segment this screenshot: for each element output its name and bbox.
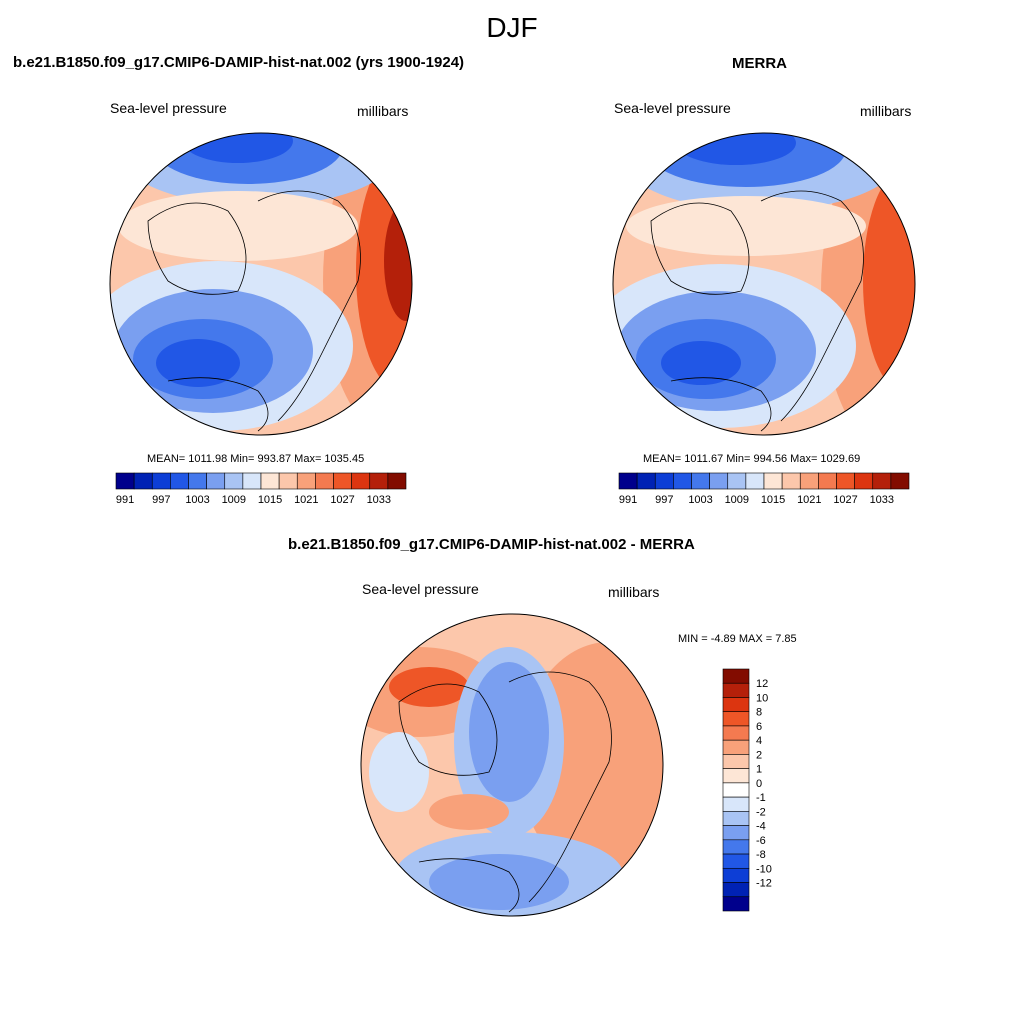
colorbar-swatch	[709, 472, 729, 490]
colorbar-tick-label: 6	[756, 721, 762, 733]
colorbar-swatch	[722, 796, 750, 812]
colorbar-tick-label: 1015	[258, 494, 282, 506]
colorbar-swatch	[722, 853, 750, 869]
colorbar-tick-label: 991	[116, 494, 134, 506]
panel-3-stats: MIN = -4.89 MAX = 7.85	[678, 633, 797, 645]
colorbar-tick-label: 1027	[833, 494, 857, 506]
colorbar-swatch	[278, 472, 298, 490]
colorbar-swatch	[654, 472, 674, 490]
colorbar-swatch	[722, 782, 750, 798]
colorbar-swatch	[115, 472, 135, 490]
panel-2-map	[612, 132, 916, 436]
colorbar-swatch	[333, 472, 352, 490]
colorbar-swatch	[691, 472, 710, 490]
colorbar-swatch	[315, 472, 334, 490]
colorbar-tick-label: 12	[756, 678, 768, 690]
colorbar-swatch	[722, 697, 750, 713]
panel-3-map	[360, 613, 664, 917]
colorbar-tick-label: 1	[756, 764, 762, 776]
colorbar-tick-label: 1033	[870, 494, 894, 506]
panel-2-variable-label: Sea-level pressure	[614, 100, 731, 116]
colorbar-swatch	[206, 472, 226, 490]
panel-1-colorbar: 991 997 1003 1009 1015 1021 1027 1033	[115, 472, 407, 506]
colorbar-tick-label: 1015	[761, 494, 785, 506]
colorbar-swatch	[618, 472, 638, 490]
colorbar-tick-label: -10	[756, 863, 772, 875]
colorbar-tick-label: -1	[756, 792, 766, 804]
colorbar-swatch	[722, 711, 750, 727]
colorbar-swatch	[890, 472, 910, 490]
figure-title: DJF	[486, 12, 538, 43]
colorbar-tick-label: -2	[756, 806, 766, 818]
colorbar-swatch	[722, 839, 750, 855]
colorbar-swatch	[133, 472, 153, 490]
colorbar-swatch	[369, 472, 389, 490]
colorbar-tick-label: 2	[756, 749, 762, 761]
panel-1-map	[109, 132, 413, 436]
colorbar-swatch	[763, 472, 783, 490]
colorbar-tick-label: 1009	[222, 494, 246, 506]
colorbar-swatch	[170, 472, 189, 490]
colorbar-tick-label: 10	[756, 692, 768, 704]
colorbar-swatch	[722, 867, 750, 883]
colorbar-tick-label: -8	[756, 849, 766, 861]
colorbar-tick-label: 1021	[797, 494, 821, 506]
panel-1-variable-label: Sea-level pressure	[110, 100, 227, 116]
colorbar-swatch	[781, 472, 801, 490]
colorbar-swatch	[854, 472, 874, 490]
colorbar-tick-label: 0	[756, 778, 762, 790]
colorbar-swatch	[872, 472, 892, 490]
colorbar-swatch	[722, 754, 750, 769]
colorbar-swatch	[836, 472, 855, 490]
colorbar-tick-label: 4	[756, 735, 762, 747]
colorbar-swatch	[242, 472, 262, 490]
colorbar-swatch	[387, 472, 407, 490]
colorbar-swatch	[151, 472, 171, 490]
panel-1-units-label: millibars	[357, 103, 409, 119]
colorbar-swatch	[351, 472, 371, 490]
colorbar-swatch	[727, 472, 747, 490]
panel-1-title: b.e21.B1850.f09_g17.CMIP6-DAMIP-hist-nat…	[13, 54, 465, 71]
colorbar-tick-label: 1009	[725, 494, 749, 506]
panel-2-title: MERRA	[732, 55, 787, 72]
colorbar-swatch	[722, 725, 750, 741]
colorbar-swatch	[188, 472, 207, 490]
colorbar-swatch	[799, 472, 819, 490]
colorbar-tick-label: 8	[756, 707, 762, 719]
colorbar-swatch	[722, 668, 750, 684]
colorbar-swatch	[224, 472, 244, 490]
colorbar-swatch	[722, 768, 750, 784]
colorbar-swatch	[722, 896, 750, 912]
colorbar-tick-label: -4	[756, 821, 766, 833]
colorbar-swatch	[722, 882, 750, 898]
panel-2-colorbar: 991 997 1003 1009 1015 1021 1027 1033	[618, 472, 910, 506]
colorbar-tick-label: 1021	[294, 494, 318, 506]
colorbar-tick-label: 1003	[688, 494, 712, 506]
colorbar-swatch	[818, 472, 837, 490]
colorbar-tick-label: 997	[152, 494, 170, 506]
colorbar-swatch	[722, 682, 750, 698]
colorbar-swatch	[673, 472, 692, 490]
colorbar-swatch	[722, 739, 750, 755]
panel-3-units-label: millibars	[608, 584, 660, 600]
colorbar-tick-label: 1003	[185, 494, 209, 506]
colorbar-tick-label: 1033	[367, 494, 391, 506]
panel-3-title: b.e21.B1850.f09_g17.CMIP6-DAMIP-hist-nat…	[288, 536, 695, 553]
colorbar-tick-label: 997	[655, 494, 673, 506]
colorbar-tick-label: 1027	[330, 494, 354, 506]
colorbar-swatch	[722, 825, 750, 841]
colorbar-tick-label: 991	[619, 494, 637, 506]
panel-2-units-label: millibars	[860, 103, 912, 119]
colorbar-tick-label: -12	[756, 878, 772, 890]
panel-2-stats: MEAN= 1011.67 Min= 994.56 Max= 1029.69	[643, 453, 861, 465]
colorbar-swatch	[260, 472, 280, 490]
panel-3-variable-label: Sea-level pressure	[362, 581, 479, 597]
colorbar-swatch	[636, 472, 656, 490]
colorbar-swatch	[296, 472, 316, 490]
panel-1-stats: MEAN= 1011.98 Min= 993.87 Max= 1035.45	[147, 453, 365, 465]
colorbar-swatch	[745, 472, 765, 490]
colorbar-tick-label: -6	[756, 835, 766, 847]
colorbar-swatch	[722, 811, 750, 826]
